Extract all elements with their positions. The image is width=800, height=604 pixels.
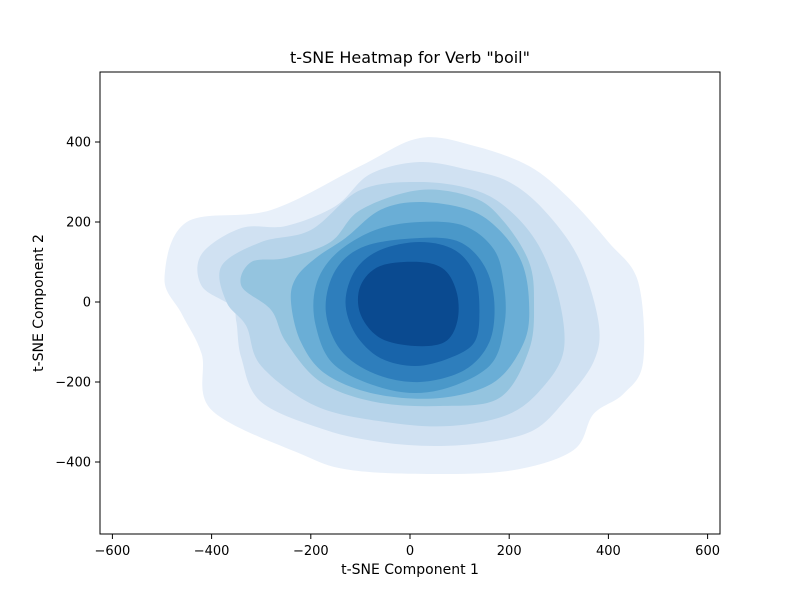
x-tick-label: −600 bbox=[95, 544, 131, 559]
x-tick-label: 200 bbox=[497, 544, 522, 559]
y-tick-label: 0 bbox=[83, 296, 91, 311]
x-tick-label: 400 bbox=[596, 544, 621, 559]
y-tick-label: 200 bbox=[66, 216, 91, 231]
x-axis-label: t-SNE Component 1 bbox=[341, 562, 479, 578]
y-tick-label: −400 bbox=[55, 456, 91, 471]
y-axis-ticks: −400 −200 0 200 400 bbox=[55, 136, 100, 471]
y-axis-label: t-SNE Component 2 bbox=[31, 234, 47, 372]
x-axis-ticks: −600 −400 −200 0 200 400 600 bbox=[95, 534, 720, 559]
x-tick-label: −200 bbox=[293, 544, 329, 559]
x-tick-label: −400 bbox=[194, 544, 230, 559]
x-tick-label: 600 bbox=[695, 544, 720, 559]
y-tick-label: −200 bbox=[55, 376, 91, 391]
y-tick-label: 400 bbox=[66, 136, 91, 151]
contour-layers bbox=[164, 137, 645, 474]
x-tick-label: 0 bbox=[406, 544, 414, 559]
chart-title: t-SNE Heatmap for Verb "boil" bbox=[290, 48, 530, 67]
density-contour-level-9 bbox=[357, 261, 459, 347]
